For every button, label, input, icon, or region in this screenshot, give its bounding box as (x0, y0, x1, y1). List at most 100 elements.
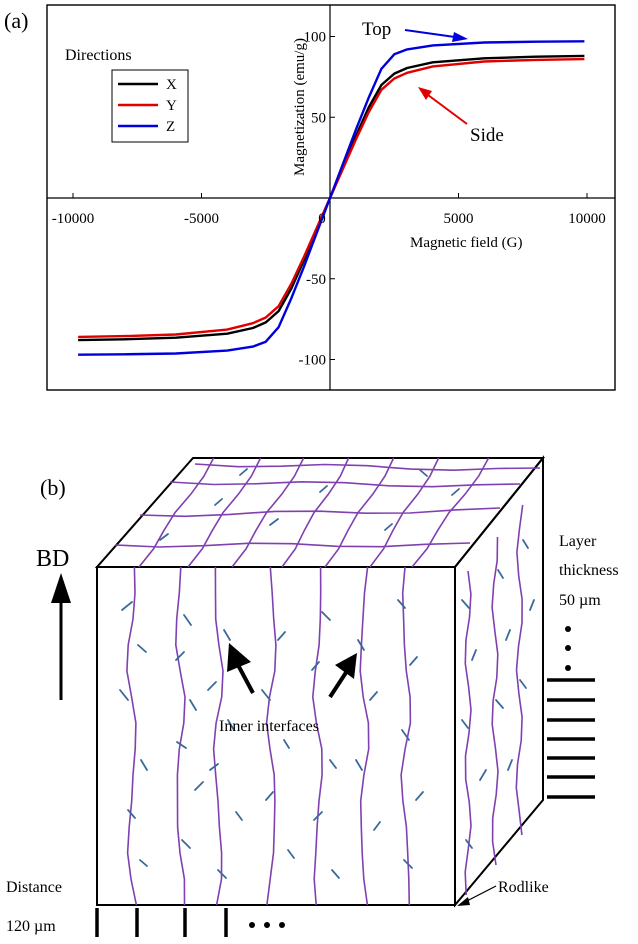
crack-mark (175, 651, 185, 661)
x-tick-label: -5000 (184, 211, 219, 227)
crack-mark (313, 811, 323, 821)
series-line-Z (78, 40, 585, 356)
side-arrow-head (418, 87, 432, 100)
crack-mark (189, 699, 197, 711)
crack-mark (451, 488, 460, 496)
legend-label-X: X (166, 77, 177, 93)
cube (94, 455, 546, 908)
crack-mark (139, 859, 148, 867)
crack-mark (265, 791, 274, 801)
front-interface-line (212, 566, 224, 906)
crack-mark (403, 859, 413, 869)
distance-dot-2 (264, 922, 270, 928)
layer-label-1: Layer (559, 533, 597, 550)
top-interface-line (114, 542, 471, 548)
top-interface-line (187, 457, 262, 568)
crack-mark (287, 849, 295, 859)
cube-rodlike-cracks (119, 468, 535, 879)
distance-dot-3 (279, 922, 285, 928)
y-tick-label: -50 (306, 272, 326, 288)
distance-dot-1 (249, 922, 255, 928)
crack-mark (461, 719, 469, 729)
y-tick-label: -100 (299, 353, 327, 369)
inner-arrow-right-shaft (328, 669, 349, 699)
front-interface-line (359, 566, 370, 906)
crack-mark (181, 839, 191, 849)
crack-mark (121, 601, 133, 611)
top-arrow-head (452, 32, 468, 42)
legend-label-Y: Y (166, 98, 177, 114)
y-tick-label: 50 (311, 110, 326, 126)
cube-top-face (94, 457, 546, 568)
crack-mark (465, 839, 473, 849)
crack-mark (176, 741, 187, 749)
crack-mark (529, 599, 535, 611)
crack-mark (461, 599, 470, 609)
crack-mark (401, 729, 410, 741)
crack-mark (119, 689, 129, 701)
crack-mark (261, 689, 271, 701)
x-tick-label: -10000 (52, 211, 95, 227)
layer-dot-3 (565, 665, 571, 671)
bd-label: BD (36, 546, 69, 572)
layer-dot-2 (565, 645, 571, 651)
legend-label-Z: Z (166, 119, 175, 135)
crack-mark (471, 649, 477, 661)
crack-mark (519, 679, 527, 689)
crack-mark (277, 631, 286, 641)
crack-mark (355, 759, 363, 771)
layer-dot-1 (565, 626, 571, 632)
crack-mark (357, 639, 365, 651)
x-axis-label: Magnetic field (G) (410, 235, 522, 251)
crack-mark (283, 739, 290, 749)
crack-mark (495, 699, 504, 709)
crack-mark (209, 763, 219, 771)
crack-mark (369, 691, 378, 701)
side-arrow-line (423, 91, 468, 125)
top-interface-line (194, 463, 541, 472)
front-interface-line (311, 566, 323, 906)
inner-arrow-left-shaft (236, 664, 255, 694)
x-tick-label: 5000 (444, 211, 474, 227)
crack-mark (127, 809, 136, 819)
crack-mark (384, 523, 393, 531)
crack-mark (331, 869, 340, 879)
x-tick-label: 10000 (568, 211, 606, 227)
inner-arrow-right-head (335, 653, 357, 679)
top-interface-line (281, 457, 350, 568)
top-interface-line (139, 507, 501, 518)
distance-value: 120 µm (6, 918, 56, 935)
crack-mark (140, 759, 148, 771)
y-axis-label: Magnetization (emu/g) (292, 38, 308, 176)
crack-mark (505, 629, 511, 641)
crack-mark (217, 869, 227, 879)
side-interface-line (491, 536, 499, 866)
panel-b-label: (b) (40, 475, 66, 500)
crack-mark (137, 644, 147, 653)
crack-mark (497, 569, 504, 579)
y-tick-label: 100 (304, 30, 327, 46)
layer-scale-bars (547, 678, 595, 799)
distance-label: Distance (6, 879, 62, 896)
crack-mark (227, 719, 235, 731)
crack-mark (235, 811, 243, 821)
legend-title: Directions (65, 47, 132, 64)
legend: XYZ (111, 69, 189, 143)
crack-mark (269, 518, 279, 526)
tick-labels: -10000 -5000 0 5000 10000 -100 -50 50 100 (52, 30, 606, 369)
panel-a-label: (a) (4, 8, 28, 33)
cube-interface-lines (114, 457, 541, 906)
crack-mark (415, 791, 424, 801)
top-interface-line (411, 457, 490, 568)
crack-mark (311, 661, 320, 671)
crack-mark (479, 769, 487, 781)
annotation-side: Side (470, 125, 504, 146)
front-interface-line (400, 566, 412, 906)
crack-mark (159, 533, 169, 541)
front-interface-line (174, 566, 186, 906)
crack-mark (397, 599, 406, 609)
crack-mark (223, 629, 231, 641)
crack-mark (373, 821, 381, 831)
x-tick-label: 0 (318, 211, 326, 227)
rodlike-label: Rodlike (498, 879, 549, 896)
